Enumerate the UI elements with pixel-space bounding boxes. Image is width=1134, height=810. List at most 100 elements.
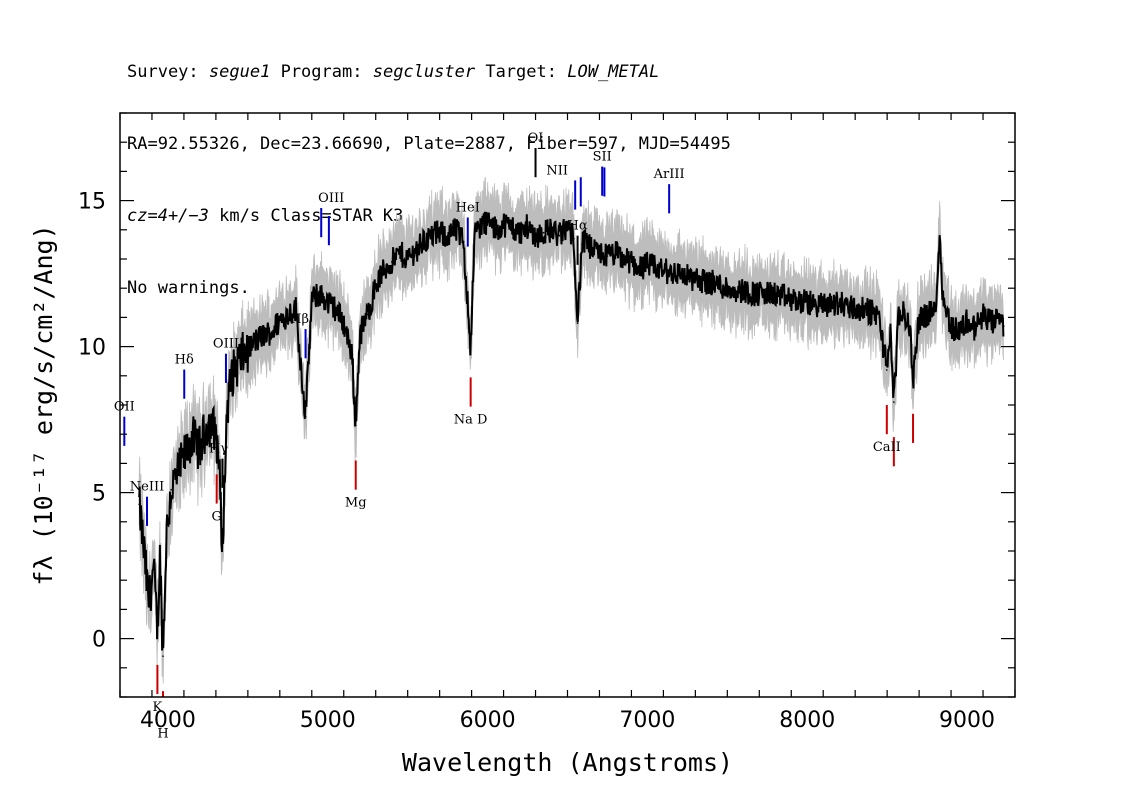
flux-point (469, 345, 472, 348)
axis-tick-labels: 4000 5000 6000 7000 8000 9000 0 5 10 15 (78, 190, 995, 733)
flux-point (1003, 325, 1005, 327)
flux-point (710, 281, 713, 284)
flux-point (156, 629, 159, 631)
y-tick-label: 0 (92, 628, 106, 653)
absorption-line-label: G (211, 510, 221, 525)
flux-point (939, 234, 941, 237)
flux-point (614, 252, 617, 254)
plot-area (123, 148, 1005, 697)
flux-point (838, 302, 840, 304)
flux-point (878, 316, 880, 319)
flux-point (382, 269, 385, 272)
flux-point (374, 284, 377, 287)
flux-point (263, 334, 265, 336)
flux-point (207, 421, 209, 424)
emission-line-label: NII (546, 163, 568, 178)
flux-point (165, 535, 168, 538)
flux-point (366, 313, 369, 316)
y-tick-label: 5 (92, 482, 106, 507)
flux-point (162, 655, 164, 657)
x-tick-label: 5000 (300, 708, 356, 733)
flux-point (790, 299, 793, 301)
emission-line-label: Hβ (290, 312, 309, 327)
flux-point (494, 229, 497, 231)
flux-point (326, 302, 329, 304)
axis-ticks (119, 112, 1016, 698)
flux-point (478, 226, 481, 228)
flux-point (247, 348, 249, 351)
absorption-line-label: CaII (873, 440, 901, 455)
flux-point (218, 462, 220, 465)
emission-line-label: OII (114, 400, 135, 415)
flux-point (304, 415, 307, 418)
flux-point (526, 226, 529, 228)
emission-line-label: OI (528, 131, 544, 146)
flux-point (295, 307, 297, 310)
program-label: Program: (280, 62, 363, 82)
absorption-line-label: K (153, 700, 163, 715)
emission-line-label: ArIII (653, 167, 685, 182)
survey-label: Survey: (127, 62, 199, 82)
flux-point (215, 430, 217, 433)
flux-point (902, 310, 904, 313)
y-tick-label: 15 (78, 190, 106, 215)
flux-point (474, 231, 476, 234)
flux-point (199, 448, 201, 450)
flux-point (889, 328, 892, 330)
header-line-warnings: No warnings. (127, 278, 250, 298)
x-tick-label: 4000 (140, 708, 196, 733)
line-labels: OII NeIII Hδ Hγ OIII Hβ OIII HeI OI NII Hα SII ArIII… (114, 131, 901, 741)
x-tick-label: 6000 (460, 708, 516, 733)
flux-point (422, 240, 425, 243)
flux-point (581, 243, 583, 246)
flux-point (152, 567, 155, 570)
emission-line-label: Hα (568, 219, 588, 234)
emission-line-label: HeI (456, 200, 480, 215)
flux-point (926, 313, 928, 316)
flux-point (287, 313, 289, 316)
flux-point (854, 307, 856, 310)
flux-point (271, 331, 273, 333)
x-tick-label: 7000 (619, 708, 675, 733)
flux-point (255, 339, 257, 342)
header-line-coordinates: RA=92.55326, Dec=23.66690, Plate=2887, F… (127, 134, 731, 154)
flux-point (942, 299, 944, 301)
flux-point (590, 249, 593, 252)
flux-point (414, 249, 417, 252)
flux-point (486, 220, 489, 222)
flux-point (430, 234, 433, 237)
flux-point (726, 287, 729, 290)
absorption-line-label: Na D (454, 413, 488, 428)
flux-point (897, 319, 900, 322)
x-axis-title: Wavelength (Angstroms) (402, 748, 733, 777)
flux-point (462, 240, 465, 243)
flux-point (886, 369, 888, 371)
flux-point (934, 310, 936, 313)
flux-line (138, 211, 1005, 651)
flux-point (912, 377, 914, 380)
flux-point (950, 325, 952, 327)
flux-point (446, 234, 449, 237)
flux-point (191, 436, 193, 438)
flux-point (622, 258, 625, 260)
flux-point (534, 234, 537, 237)
y-tick-label: 10 (78, 336, 106, 361)
flux-point (958, 331, 960, 333)
flux-point (982, 313, 984, 316)
flux-point (147, 602, 150, 605)
flux-point (542, 231, 545, 234)
flux-point (354, 424, 357, 427)
program-value: segcluster (372, 62, 476, 82)
flux-point (662, 269, 665, 272)
flux-point (638, 266, 641, 269)
flux-point (143, 550, 145, 552)
flux-point (221, 550, 224, 552)
survey-value: segue1 (208, 62, 271, 82)
target-label: Target: (485, 62, 557, 82)
flux-point (454, 229, 457, 231)
emission-line-label: OIII (213, 337, 239, 352)
flux-point (502, 223, 505, 225)
flux-point (159, 556, 161, 558)
flux-point (573, 237, 575, 240)
